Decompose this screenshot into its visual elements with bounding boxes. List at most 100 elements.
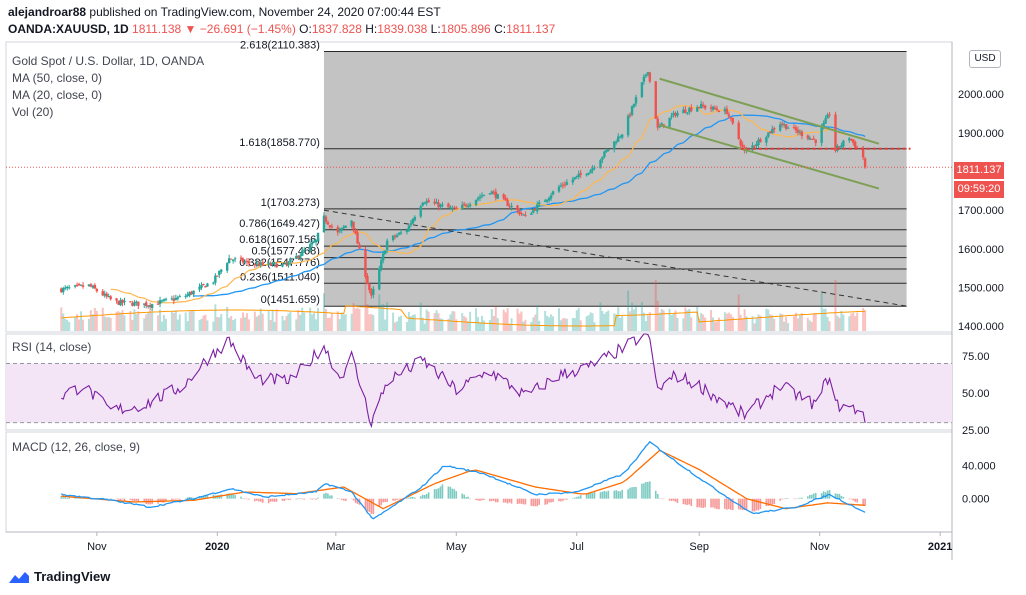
candle[interactable] [202, 283, 205, 286]
candle[interactable] [696, 105, 699, 112]
candle[interactable] [91, 284, 95, 289]
candle[interactable] [216, 275, 219, 277]
candle[interactable] [447, 202, 450, 208]
candle[interactable] [380, 257, 383, 272]
candle[interactable] [672, 110, 675, 118]
candle[interactable] [186, 291, 189, 298]
candle[interactable] [340, 227, 343, 234]
candle[interactable] [543, 198, 547, 202]
legend-rsi[interactable]: RSI (14, close) [12, 340, 92, 354]
candle[interactable] [109, 295, 112, 301]
candle[interactable] [698, 106, 701, 109]
candle[interactable] [557, 184, 561, 193]
candle[interactable] [727, 111, 731, 119]
candle[interactable] [449, 205, 452, 210]
candle[interactable] [259, 260, 262, 268]
candle[interactable] [285, 260, 288, 267]
candle[interactable] [200, 282, 203, 290]
candle[interactable] [233, 256, 237, 263]
candle[interactable] [502, 193, 505, 201]
candle[interactable] [729, 116, 733, 122]
candle[interactable] [411, 217, 415, 224]
candle[interactable] [751, 142, 754, 153]
candle[interactable] [425, 198, 428, 206]
candle[interactable] [231, 259, 235, 264]
candle[interactable] [397, 232, 401, 236]
candle[interactable] [192, 290, 195, 298]
candle[interactable] [160, 299, 164, 303]
candle[interactable] [184, 293, 187, 299]
candle[interactable] [545, 199, 549, 204]
candle[interactable] [419, 204, 422, 219]
candle[interactable] [863, 157, 867, 169]
candle[interactable] [297, 254, 300, 261]
candle[interactable] [358, 242, 361, 250]
candle[interactable] [79, 284, 83, 287]
candle[interactable] [178, 294, 181, 298]
candle[interactable] [506, 197, 509, 207]
candle[interactable] [848, 136, 851, 143]
candle[interactable] [703, 104, 707, 111]
candle[interactable] [220, 268, 223, 274]
candle[interactable] [759, 137, 762, 143]
candle[interactable] [385, 238, 389, 253]
candle[interactable] [547, 196, 551, 203]
candle[interactable] [755, 141, 758, 149]
candle[interactable] [158, 296, 162, 308]
candle[interactable] [164, 297, 168, 302]
candle[interactable] [587, 172, 590, 176]
candle[interactable] [601, 156, 604, 164]
candle[interactable] [190, 290, 193, 296]
candle[interactable] [437, 199, 440, 211]
candle[interactable] [656, 115, 659, 131]
candle[interactable] [644, 73, 648, 78]
candle[interactable] [464, 203, 468, 208]
candle[interactable] [273, 261, 276, 267]
candle[interactable] [709, 104, 713, 113]
candle[interactable] [717, 110, 721, 113]
candle[interactable] [214, 273, 217, 286]
candle[interactable] [522, 213, 525, 216]
candle[interactable] [613, 141, 616, 153]
candle[interactable] [308, 241, 312, 253]
candle[interactable] [73, 284, 77, 289]
candle[interactable] [771, 125, 774, 134]
candle[interactable] [137, 301, 140, 310]
candle[interactable] [342, 224, 345, 230]
candle[interactable] [615, 139, 618, 145]
candle[interactable] [131, 300, 134, 307]
candle[interactable] [204, 285, 207, 288]
candle[interactable] [135, 300, 138, 306]
candle[interactable] [593, 165, 596, 171]
legend-ma20[interactable]: MA (20, close, 0) [12, 88, 103, 102]
candle[interactable] [261, 259, 264, 267]
candle[interactable] [107, 293, 110, 298]
candle[interactable] [701, 101, 705, 109]
candle[interactable] [393, 234, 397, 240]
candle[interactable] [271, 261, 274, 267]
candle[interactable] [133, 299, 136, 307]
candle[interactable] [316, 232, 320, 242]
candle[interactable] [148, 302, 152, 310]
candle[interactable] [439, 203, 442, 209]
candle[interactable] [176, 295, 180, 301]
candle[interactable] [145, 300, 148, 309]
candle[interactable] [172, 295, 176, 305]
candle[interactable] [462, 201, 466, 207]
candle[interactable] [508, 203, 511, 209]
candle[interactable] [551, 190, 555, 196]
candle[interactable] [81, 282, 85, 289]
candle[interactable] [778, 121, 782, 133]
candle[interactable] [549, 192, 553, 202]
candle[interactable] [391, 234, 395, 242]
candle[interactable] [824, 115, 827, 125]
candle[interactable] [674, 111, 677, 118]
candle[interactable] [67, 284, 71, 290]
candle[interactable] [648, 71, 652, 84]
candle[interactable] [808, 135, 812, 140]
candle[interactable] [281, 263, 284, 268]
candle[interactable] [253, 263, 257, 269]
candle[interactable] [146, 304, 150, 309]
candle[interactable] [174, 294, 178, 301]
